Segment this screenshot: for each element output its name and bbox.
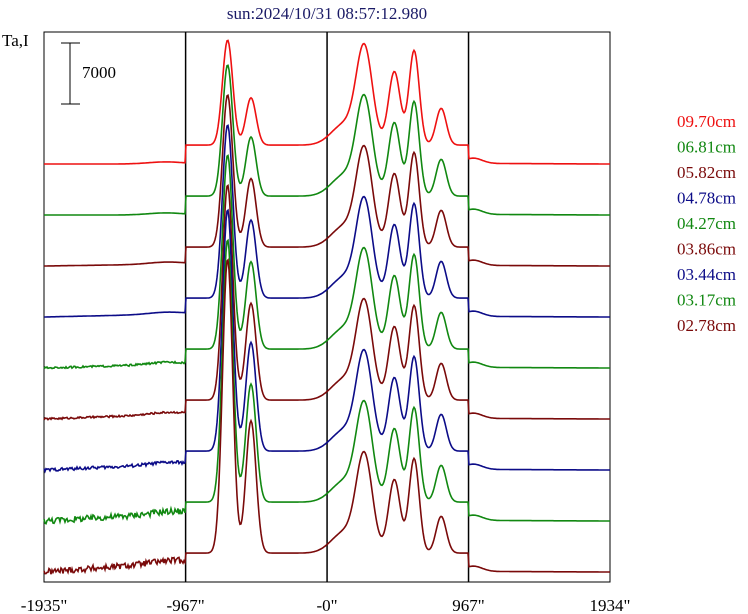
legend-entry: 04.27cm xyxy=(677,214,736,233)
series-line-03-86cm xyxy=(43,183,610,421)
x-tick-label: -0" xyxy=(317,596,338,614)
legend-entry: 03.86cm xyxy=(677,240,736,259)
series-line-03-17cm xyxy=(43,238,610,525)
legend-entry: 09.70cm xyxy=(677,112,736,131)
scale-bar-label: 7000 xyxy=(82,63,116,82)
y-axis-label: Ta,I xyxy=(2,31,29,50)
limb-lines xyxy=(184,32,470,582)
series-line-02-78cm xyxy=(43,258,610,575)
legend-entry: 06.81cm xyxy=(677,138,736,157)
legend-entry: 03.44cm xyxy=(677,265,736,284)
legend-entry: 03.17cm xyxy=(677,291,736,310)
legend-entry: 05.82cm xyxy=(677,163,736,182)
series-line-04-27cm xyxy=(43,154,610,370)
legend-entry: 04.78cm xyxy=(677,189,736,208)
series-line-03-44cm xyxy=(43,208,610,474)
series-line-06-81cm xyxy=(44,64,610,216)
series-line-04-78cm xyxy=(44,124,610,318)
chart-title: sun:2024/10/31 08:57:12.980 xyxy=(227,4,427,23)
legend: 09.70cm 06.81cm 05.82cm 04.78cm 04.27cm 03.86… xyxy=(677,112,736,335)
x-tick-label: -1935" xyxy=(21,596,68,614)
scale-bar: 7000 xyxy=(61,42,116,105)
x-tick-label: 967" xyxy=(452,596,484,614)
series-line-05-82cm xyxy=(44,94,610,267)
x-axis-ticks: -1935" -967" -0" 967" 1934" xyxy=(21,596,631,614)
x-tick-label: -967" xyxy=(167,596,205,614)
series-group xyxy=(43,39,610,575)
series-line-09-70cm xyxy=(44,39,610,165)
x-tick-label: 1934" xyxy=(590,596,631,614)
legend-entry: 02.78cm xyxy=(677,316,736,335)
